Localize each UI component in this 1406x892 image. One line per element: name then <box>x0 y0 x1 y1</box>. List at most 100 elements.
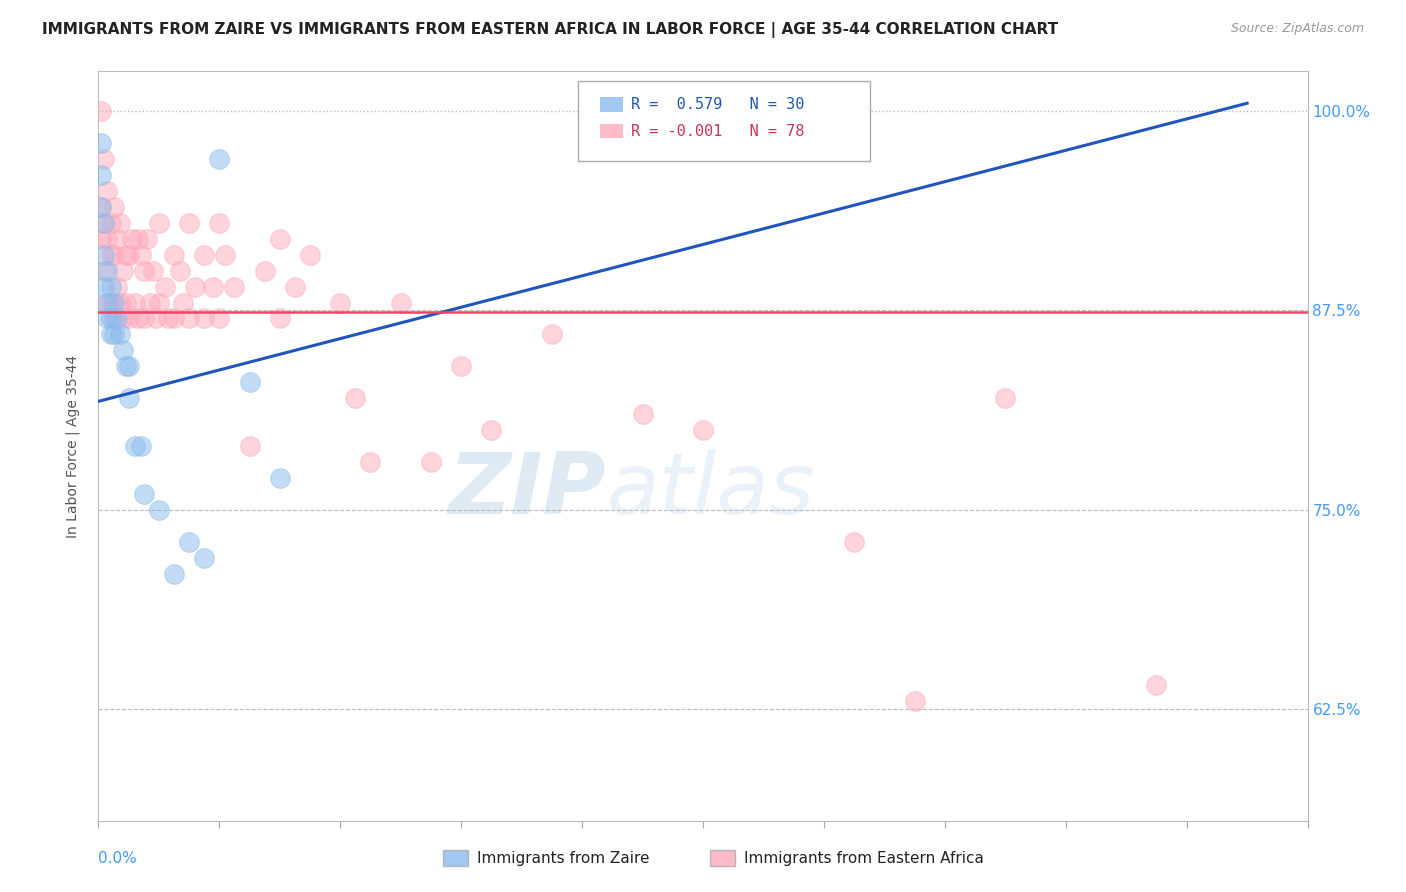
Point <box>118 359 141 374</box>
Point <box>214 248 236 262</box>
Point <box>132 263 155 277</box>
Point <box>96 263 118 277</box>
Point <box>124 439 146 453</box>
Point <box>90 136 112 150</box>
Point <box>135 232 157 246</box>
Point <box>90 168 112 182</box>
Point <box>269 232 291 246</box>
Point <box>224 279 246 293</box>
Point <box>100 279 122 293</box>
Point <box>96 311 118 326</box>
Point <box>360 455 382 469</box>
Point <box>93 152 115 166</box>
Point <box>111 311 134 326</box>
Point <box>329 295 352 310</box>
Point <box>156 311 179 326</box>
Point <box>127 232 149 246</box>
Text: Immigrants from Eastern Africa: Immigrants from Eastern Africa <box>744 851 984 865</box>
Point <box>93 263 115 277</box>
Text: 0.0%: 0.0% <box>98 851 138 866</box>
Point <box>193 248 215 262</box>
Point <box>904 694 927 708</box>
Point <box>93 248 115 262</box>
Point <box>100 295 122 310</box>
Point <box>169 263 191 277</box>
Point <box>1144 678 1167 692</box>
Point <box>93 279 115 293</box>
Point <box>90 200 112 214</box>
Point <box>148 295 170 310</box>
Point <box>344 391 367 405</box>
Point <box>118 391 141 405</box>
Point <box>108 327 131 342</box>
Point <box>103 200 125 214</box>
Text: atlas: atlas <box>606 450 814 533</box>
Text: ZIP: ZIP <box>449 450 606 533</box>
Point <box>208 216 231 230</box>
Point <box>105 311 128 326</box>
Point <box>121 232 143 246</box>
Point <box>193 550 215 565</box>
Point <box>105 232 128 246</box>
Point <box>118 311 141 326</box>
Point <box>420 455 443 469</box>
Point <box>108 295 131 310</box>
Point <box>129 439 152 453</box>
Point <box>994 391 1017 405</box>
Point <box>163 566 186 581</box>
Point <box>208 311 231 326</box>
Point <box>103 248 125 262</box>
Point <box>253 263 276 277</box>
Point <box>93 216 115 230</box>
Point <box>93 216 115 230</box>
Point <box>103 295 125 310</box>
Point <box>389 295 412 310</box>
Point <box>96 232 118 246</box>
Point <box>96 295 118 310</box>
Point <box>96 295 118 310</box>
Point <box>184 279 207 293</box>
Point <box>540 327 562 342</box>
Point <box>96 184 118 198</box>
Point <box>111 343 134 358</box>
Point <box>172 295 194 310</box>
Point <box>103 327 125 342</box>
Point <box>239 439 262 453</box>
Point <box>90 200 112 214</box>
Point <box>179 534 201 549</box>
Point <box>100 311 122 326</box>
Point <box>127 311 149 326</box>
Point <box>132 487 155 501</box>
Point <box>90 104 112 119</box>
Point <box>269 471 291 485</box>
Point <box>450 359 472 374</box>
Point <box>145 311 167 326</box>
Text: IMMIGRANTS FROM ZAIRE VS IMMIGRANTS FROM EASTERN AFRICA IN LABOR FORCE | AGE 35-: IMMIGRANTS FROM ZAIRE VS IMMIGRANTS FROM… <box>42 22 1059 38</box>
Point <box>481 423 503 437</box>
Point <box>208 152 231 166</box>
Point <box>153 279 176 293</box>
Point <box>631 407 654 421</box>
Point <box>163 248 186 262</box>
Point <box>148 216 170 230</box>
Text: R =  0.579   N = 30: R = 0.579 N = 30 <box>631 97 804 112</box>
Point <box>114 295 136 310</box>
Point <box>118 248 141 262</box>
Point <box>844 534 866 549</box>
Point <box>193 311 215 326</box>
Point <box>239 376 262 390</box>
Point <box>100 248 122 262</box>
Point <box>299 248 322 262</box>
Point <box>132 311 155 326</box>
Point <box>139 295 162 310</box>
Point <box>100 327 122 342</box>
Point <box>269 311 291 326</box>
Point <box>163 311 186 326</box>
Point <box>692 423 714 437</box>
Point <box>103 311 125 326</box>
Point <box>284 279 307 293</box>
Point <box>108 216 131 230</box>
Point <box>114 359 136 374</box>
Point <box>129 248 152 262</box>
Y-axis label: In Labor Force | Age 35-44: In Labor Force | Age 35-44 <box>65 354 80 538</box>
